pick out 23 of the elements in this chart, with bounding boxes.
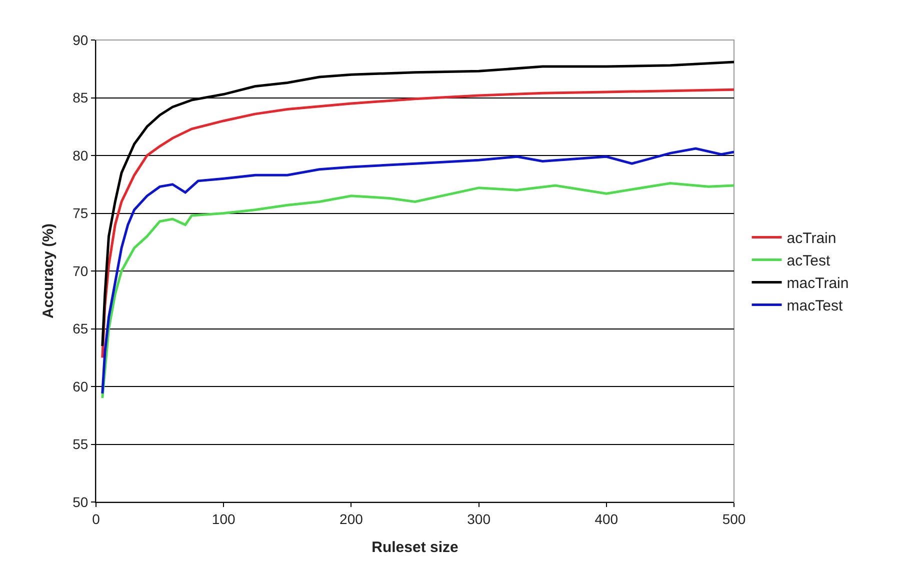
y-tick-label: 65 bbox=[72, 320, 88, 337]
legend-label: acTrain bbox=[786, 230, 836, 248]
y-tick-label: 60 bbox=[72, 378, 88, 394]
x-tick-label: 100 bbox=[212, 510, 236, 527]
x-axis-title: Ruleset size bbox=[372, 538, 458, 556]
y-tick-label: 70 bbox=[72, 262, 88, 279]
line-series bbox=[101, 147, 734, 395]
line-series bbox=[101, 182, 734, 400]
y-tick-label: 55 bbox=[72, 436, 88, 452]
legend-label: macTest bbox=[786, 298, 844, 315]
y-tick-label: 50 bbox=[72, 494, 88, 510]
y-axis-title: Accuracy (%) bbox=[40, 223, 57, 319]
x-tick-label: 0 bbox=[92, 510, 100, 527]
y-tick-label: 85 bbox=[72, 90, 88, 106]
x-tick-label: 400 bbox=[594, 510, 618, 527]
y-tick-label: 80 bbox=[72, 147, 88, 164]
x-tick-label: 200 bbox=[340, 510, 364, 527]
y-tick-label: 90 bbox=[72, 32, 88, 48]
legend-label: acTest bbox=[786, 252, 831, 270]
x-tick-label: 300 bbox=[467, 510, 491, 527]
x-tick-label: 500 bbox=[722, 510, 746, 527]
legend-label: macTrain bbox=[786, 275, 849, 292]
y-tick-label: 75 bbox=[72, 205, 88, 222]
